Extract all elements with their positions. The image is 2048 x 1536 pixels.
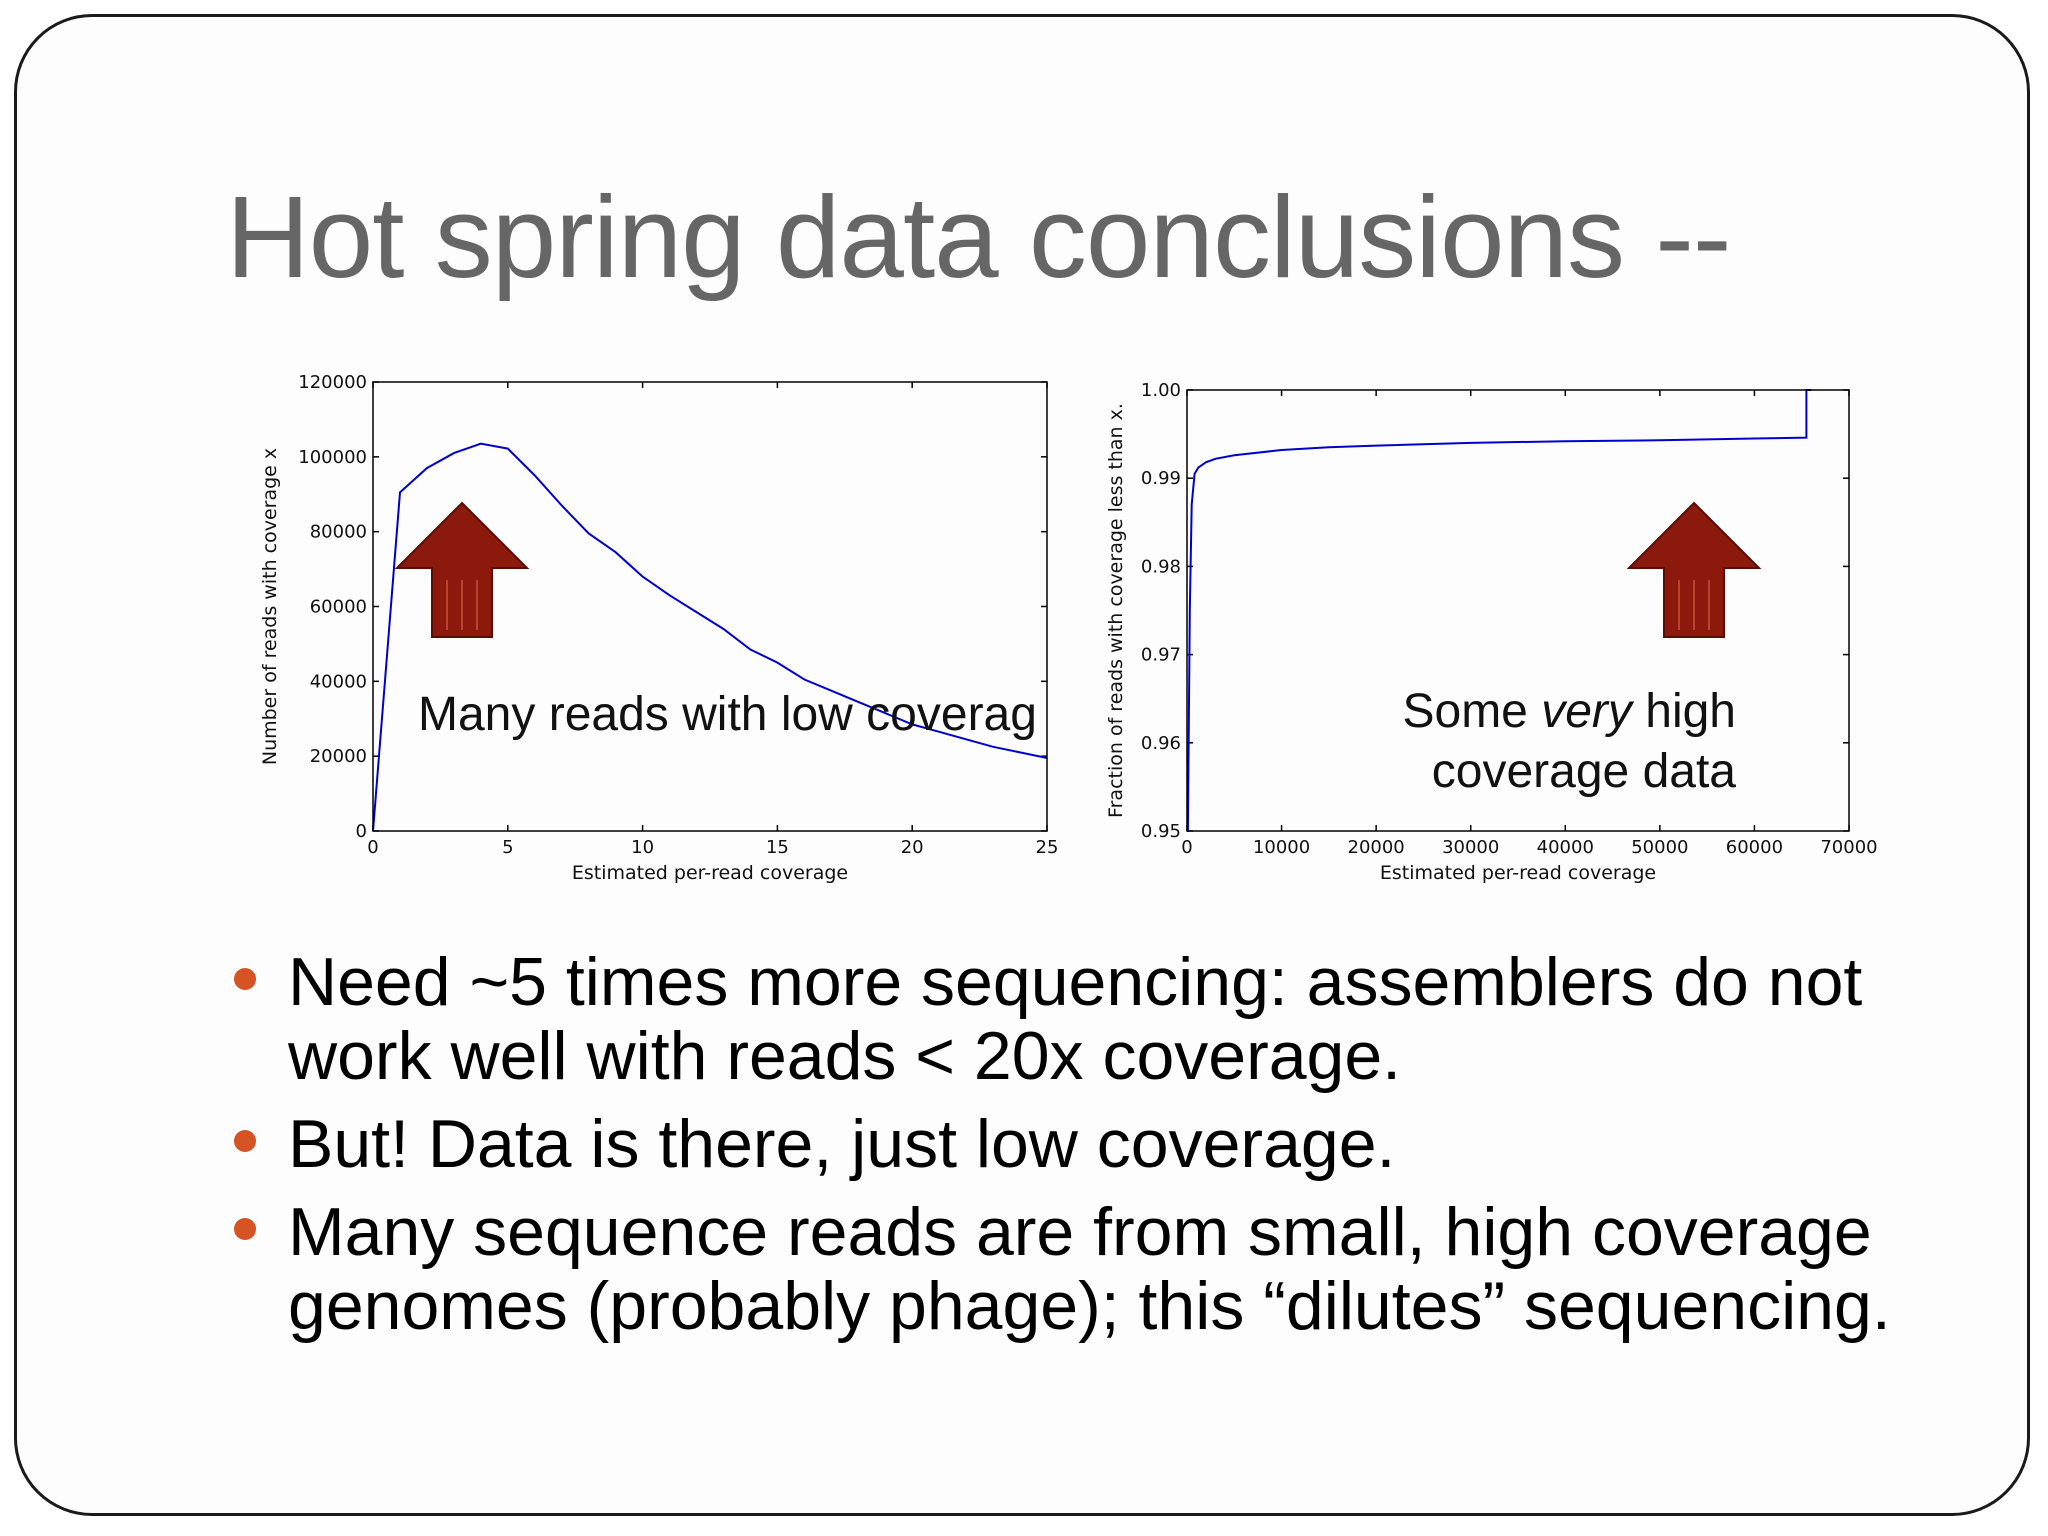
x-tick-label: 0 [1181, 837, 1192, 858]
y-tick-label: 0 [356, 821, 367, 842]
y-tick-label: 80000 [310, 522, 367, 543]
x-tick-label: 20 [901, 837, 924, 858]
chart-coverage-cumulative: 0 10000 20000 30000 40000 50000 60000 70000 0.95… [1105, 380, 1878, 884]
x-tick-label: 40000 [1537, 837, 1594, 858]
x-tick-label: 10000 [1253, 837, 1310, 858]
x-tick-label: 0 [367, 837, 378, 858]
x-axis-label: Estimated per-read coverage [572, 862, 848, 884]
y-tick-label: 100000 [298, 447, 367, 468]
slide-frame [14, 14, 2030, 1516]
bullet-dot-icon [234, 1218, 256, 1240]
series-line [372, 442, 1048, 832]
up-arrow-icon [394, 501, 530, 638]
x-tick-label: 50000 [1631, 837, 1688, 858]
annotation-high-coverage-line2: coverage data [1432, 745, 1737, 798]
bullet-dot-icon [234, 1130, 256, 1152]
up-arrow-icon [1626, 501, 1762, 638]
y-tick-label: 0.97 [1141, 645, 1181, 666]
axis-ticks: 0 5 10 15 20 25 0 20000 40000 60000 80000 100000 120… [298, 372, 1058, 858]
y-tick-label: 20000 [310, 746, 367, 767]
x-tick-label: 20000 [1348, 837, 1405, 858]
bullet-item: Need ~5 times more sequencing: assembler… [234, 945, 1960, 1093]
x-tick-label: 60000 [1726, 837, 1783, 858]
bullet-dot-icon [234, 968, 256, 990]
y-axis-label: Number of reads with coverage x [259, 448, 281, 765]
y-axis-label: Fraction of reads with coverage less tha… [1105, 403, 1127, 818]
plot-frame [372, 381, 1048, 832]
y-tick-label: 0.99 [1141, 468, 1181, 489]
x-tick-label: 5 [502, 837, 513, 858]
annotation-low-coverage: Many reads with low coverag [418, 688, 1037, 741]
x-tick-label: 70000 [1820, 837, 1877, 858]
bullet-item: But! Data is there, just low coverage. [234, 1107, 1960, 1181]
y-tick-label: 0.95 [1141, 821, 1181, 842]
annotation-high-coverage-line1: Some very high [1402, 685, 1736, 738]
y-tick-label: 40000 [310, 671, 367, 692]
bullet-item: Many sequence reads are from small, high… [234, 1195, 1960, 1343]
y-tick-label: 0.96 [1141, 733, 1181, 754]
axis-ticks: 0 10000 20000 30000 40000 50000 60000 70000 0.95… [1141, 380, 1878, 858]
x-tick-label: 15 [766, 837, 789, 858]
x-tick-label: 25 [1036, 837, 1059, 858]
y-tick-label: 0.98 [1141, 556, 1181, 577]
y-tick-label: 120000 [298, 372, 367, 393]
plot-frame [1186, 389, 1850, 832]
y-tick-label: 60000 [310, 597, 367, 618]
bullet-list: Need ~5 times more sequencing: assembler… [234, 945, 1960, 1357]
x-axis-label: Estimated per-read coverage [1380, 862, 1656, 884]
y-tick-label: 1.00 [1141, 380, 1181, 401]
series-line [1186, 389, 1812, 832]
x-tick-label: 10 [631, 837, 654, 858]
slide-title: Hot spring data conclusions -- [226, 172, 1732, 302]
x-tick-label: 30000 [1442, 837, 1499, 858]
chart-coverage-histogram: 0 5 10 15 20 25 0 20000 40000 60000 80000 100000 120… [259, 372, 1058, 884]
